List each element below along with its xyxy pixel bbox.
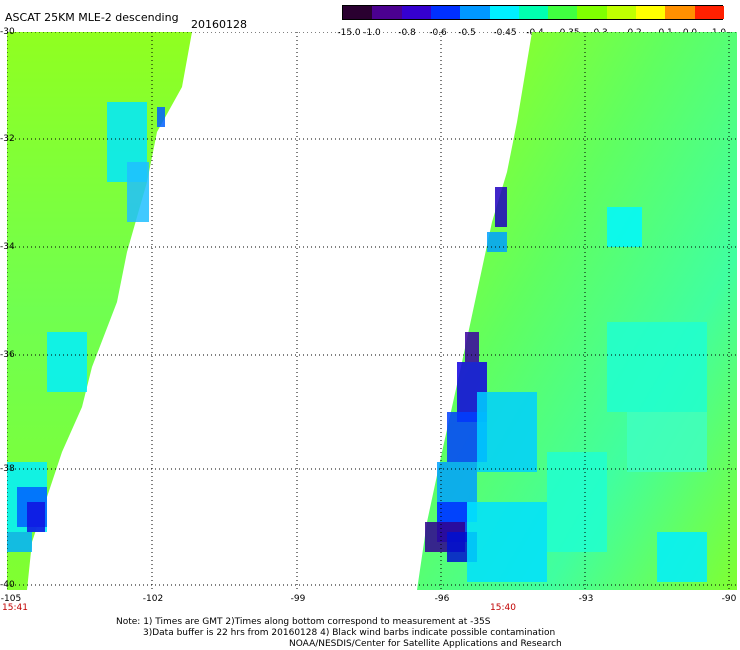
- lat-label: -32: [0, 134, 15, 144]
- color-scale-label: -0.5: [458, 28, 476, 38]
- data-patch: [607, 322, 707, 412]
- product-title: ASCAT 25KM MLE-2 descending: [5, 11, 179, 24]
- lon-label: -90: [721, 594, 737, 604]
- lat-lon-grid: [7, 32, 737, 590]
- color-scale-segment: [548, 6, 578, 19]
- color-scale-segment: [665, 6, 696, 19]
- color-scale-segment: [343, 6, 373, 19]
- footer-note-line1: Note: 1) Times are GMT 2)Times along bot…: [116, 617, 491, 627]
- lon-label: -105: [0, 594, 22, 604]
- data-patch: [27, 502, 45, 532]
- color-scale-bar: [342, 5, 725, 20]
- color-scale-segment: [460, 6, 491, 19]
- lon-label: -93: [578, 594, 594, 604]
- color-scale-label: -1.0: [363, 28, 381, 38]
- data-patch: [157, 107, 165, 127]
- data-patch: [465, 332, 479, 362]
- data-patch: [467, 502, 547, 582]
- data-patch: [487, 232, 507, 252]
- scatterometer-map[interactable]: [7, 32, 737, 590]
- color-scale-segment: [372, 6, 403, 19]
- color-scale-label: -15.0: [337, 28, 361, 38]
- lon-label: -96: [434, 594, 450, 604]
- swath-time-label: 15:41: [2, 603, 28, 613]
- lat-label: -34: [0, 242, 15, 252]
- color-scale-segment: [401, 6, 432, 19]
- color-scale-segment: [577, 6, 608, 19]
- lat-label: -38: [0, 464, 15, 474]
- lat-label: -40: [0, 580, 15, 590]
- data-patch: [7, 532, 32, 552]
- data-patch: [127, 162, 149, 222]
- lat-label: -36: [0, 350, 15, 360]
- data-patch: [657, 532, 707, 582]
- color-scale-segment: [430, 6, 461, 19]
- color-scale-segment: [606, 6, 637, 19]
- color-scale-segment: [694, 6, 725, 19]
- data-swaths: [7, 32, 737, 590]
- color-scale-label: -0.8: [398, 28, 416, 38]
- data-patch: [477, 392, 537, 472]
- product-date: 20160128: [191, 18, 247, 31]
- data-patch: [47, 332, 87, 392]
- data-patch: [547, 452, 607, 552]
- data-patch: [627, 412, 707, 472]
- footer-credit: NOAA/NESDIS/Center for Satellite Applica…: [289, 639, 562, 649]
- color-scale-segment: [518, 6, 549, 19]
- color-scale-label: -0.6: [429, 28, 447, 38]
- lon-label: -99: [290, 594, 306, 604]
- swath-time-label: 15:40: [490, 603, 516, 613]
- data-patch: [607, 207, 642, 247]
- color-scale-segment: [636, 6, 666, 19]
- lat-label: -30: [0, 27, 15, 37]
- color-scale-label: -0.45: [493, 28, 517, 38]
- data-patch: [495, 187, 507, 227]
- lon-label: -102: [142, 594, 164, 604]
- color-scale-segment: [489, 6, 520, 19]
- footer-note-line2: 3)Data buffer is 22 hrs from 20160128 4)…: [143, 628, 556, 638]
